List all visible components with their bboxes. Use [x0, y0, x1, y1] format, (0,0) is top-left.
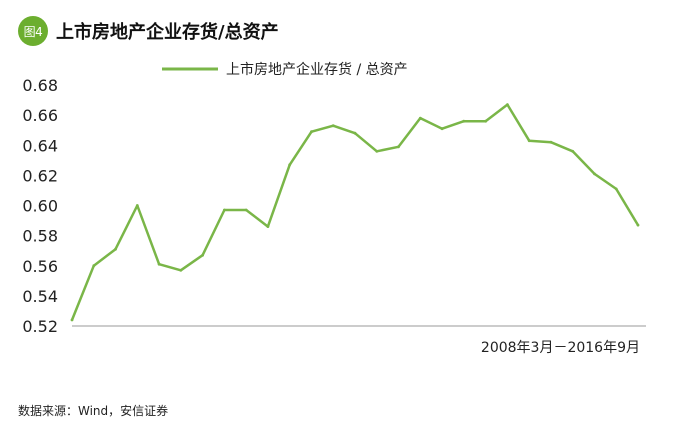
y-tick-label: 0.60 — [22, 197, 58, 216]
data-point — [375, 149, 379, 153]
y-tick-label: 0.52 — [22, 317, 58, 336]
data-point — [506, 103, 509, 106]
data-points — [70, 103, 640, 322]
x-axis-label: 2008年3月－2016年9月 — [481, 340, 640, 356]
source-note: 数据来源：Wind，安信证券 — [18, 404, 169, 418]
data-point — [593, 172, 596, 176]
y-tick-label: 0.54 — [22, 287, 58, 306]
data-point — [331, 124, 335, 128]
data-point — [571, 149, 575, 153]
chart-title: 上市房地产企业存货/总资产 — [56, 22, 279, 43]
data-point — [418, 116, 422, 120]
data-point — [244, 208, 248, 212]
y-tick-label: 0.66 — [22, 106, 58, 125]
data-point — [288, 163, 292, 167]
chart-header: 图4 上市房地产企业存货/总资产 — [18, 16, 279, 46]
y-tick-label: 0.56 — [22, 257, 58, 276]
legend: 上市房地产企业存货 / 总资产 — [162, 61, 408, 78]
data-point — [135, 204, 139, 207]
data-point — [179, 268, 183, 272]
data-point — [397, 145, 400, 149]
y-axis: 0.52 0.54 0.56 0.58 0.60 0.62 0.64 0.66 0.68 — [22, 76, 58, 336]
figure-badge: 图4 — [18, 16, 48, 46]
data-point — [70, 318, 74, 322]
data-point — [636, 223, 640, 227]
data-point — [114, 247, 117, 251]
data-point — [223, 208, 226, 212]
y-tick-label: 0.58 — [22, 227, 58, 246]
data-point — [310, 130, 313, 134]
data-point — [266, 225, 270, 229]
data-point — [157, 262, 161, 266]
data-point — [440, 127, 444, 131]
legend-label: 上市房地产企业存货 / 总资产 — [226, 61, 408, 78]
data-point — [527, 139, 531, 143]
y-tick-label: 0.64 — [22, 136, 58, 155]
data-point — [484, 119, 487, 123]
data-point — [92, 264, 96, 268]
y-tick-label: 0.62 — [22, 166, 58, 185]
data-point — [549, 140, 553, 144]
data-point — [614, 187, 618, 191]
series-line — [70, 103, 640, 321]
data-point — [201, 253, 205, 257]
data-point — [353, 131, 357, 135]
data-point — [462, 119, 466, 123]
y-tick-label: 0.68 — [22, 76, 58, 95]
